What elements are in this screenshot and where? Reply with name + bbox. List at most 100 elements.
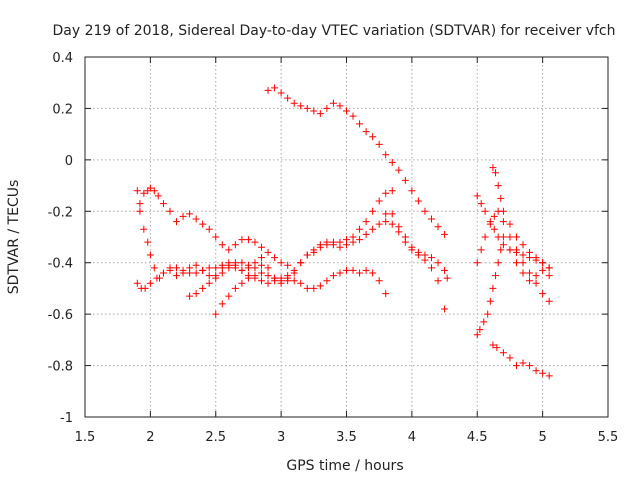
data-point — [434, 277, 442, 285]
y-tick-label: -0.8 — [48, 360, 73, 375]
data-point — [492, 169, 500, 177]
data-point — [356, 236, 364, 244]
data-point — [199, 284, 207, 292]
data-point — [539, 259, 547, 267]
data-point — [349, 112, 357, 120]
data-point — [258, 277, 266, 285]
data-point — [186, 269, 194, 277]
data-point — [477, 246, 485, 254]
data-point — [499, 207, 507, 215]
data-point — [532, 279, 540, 287]
data-point — [271, 84, 279, 92]
data-point — [494, 182, 502, 190]
data-points — [133, 84, 553, 380]
data-point — [231, 284, 239, 292]
data-point — [499, 218, 507, 226]
data-point — [441, 230, 449, 238]
x-tick-label: 4 — [408, 430, 416, 445]
data-point — [154, 192, 162, 200]
data-point — [146, 279, 154, 287]
data-point — [218, 264, 226, 272]
data-point — [343, 107, 350, 115]
data-point — [427, 215, 435, 223]
data-point — [473, 259, 481, 267]
data-point — [205, 225, 213, 233]
data-point — [336, 102, 344, 110]
data-point — [173, 264, 181, 272]
data-point — [264, 248, 272, 256]
data-point — [159, 200, 167, 208]
data-point — [238, 279, 246, 287]
data-point — [532, 367, 540, 375]
data-point — [539, 290, 547, 298]
x-axis-label: GPS time / hours — [286, 458, 403, 474]
x-tick-label: 4.5 — [467, 430, 488, 445]
data-point — [356, 225, 364, 233]
data-point — [290, 269, 298, 277]
data-point — [441, 266, 449, 274]
data-point — [539, 369, 547, 377]
data-point — [532, 272, 540, 280]
data-point — [212, 233, 220, 241]
data-point — [284, 261, 292, 269]
x-tick-label: 2 — [146, 430, 154, 445]
y-axis-label: SDTVAR / TECUs — [6, 180, 22, 295]
data-point — [323, 238, 331, 246]
x-tick-label: 1.5 — [75, 430, 96, 445]
y-tick-label: -0.6 — [48, 308, 73, 323]
data-point — [369, 225, 377, 233]
x-tick-labels: 1.5 2 2.5 3 3.5 4 4.5 5 5.5 — [75, 430, 619, 445]
data-point — [382, 210, 390, 218]
data-point — [545, 372, 553, 380]
series-track-5 — [186, 218, 449, 313]
data-point — [218, 241, 226, 249]
data-point — [251, 272, 259, 280]
x-tick-label: 5 — [538, 430, 546, 445]
data-point — [401, 176, 409, 184]
data-point — [244, 274, 252, 282]
data-point — [427, 264, 435, 272]
y-tick-label: 0 — [65, 154, 73, 169]
data-point — [238, 236, 246, 244]
data-point — [343, 241, 350, 249]
data-point — [473, 331, 481, 339]
data-point — [244, 264, 252, 272]
y-tick-label: -0.2 — [48, 205, 73, 220]
data-point — [519, 259, 527, 267]
data-point — [526, 269, 534, 277]
data-point — [186, 210, 194, 218]
data-point — [251, 259, 259, 267]
data-point — [336, 269, 344, 277]
data-point — [473, 192, 481, 200]
data-point — [506, 354, 514, 362]
data-point — [186, 292, 194, 300]
data-point — [526, 277, 534, 285]
data-point — [388, 220, 396, 228]
data-point — [356, 120, 364, 128]
data-point — [427, 254, 435, 262]
data-point — [140, 189, 148, 197]
data-point — [264, 86, 272, 94]
data-point — [506, 246, 514, 254]
data-point — [382, 189, 390, 197]
data-point — [481, 207, 489, 215]
series-track-12 — [489, 341, 553, 380]
data-point — [199, 220, 207, 228]
series-track-9 — [473, 207, 553, 305]
data-point — [303, 104, 311, 112]
axis-ticks — [84, 56, 609, 418]
data-point — [489, 341, 497, 349]
data-point — [375, 140, 383, 148]
data-point — [205, 272, 213, 280]
data-point — [519, 251, 527, 259]
data-point — [212, 272, 220, 280]
data-point — [382, 218, 390, 226]
data-point — [192, 215, 200, 223]
data-point — [369, 207, 377, 215]
data-point — [356, 269, 364, 277]
data-point — [284, 277, 292, 285]
data-point — [166, 207, 174, 215]
data-point — [532, 254, 540, 262]
data-point — [150, 264, 158, 272]
data-point — [499, 241, 507, 249]
